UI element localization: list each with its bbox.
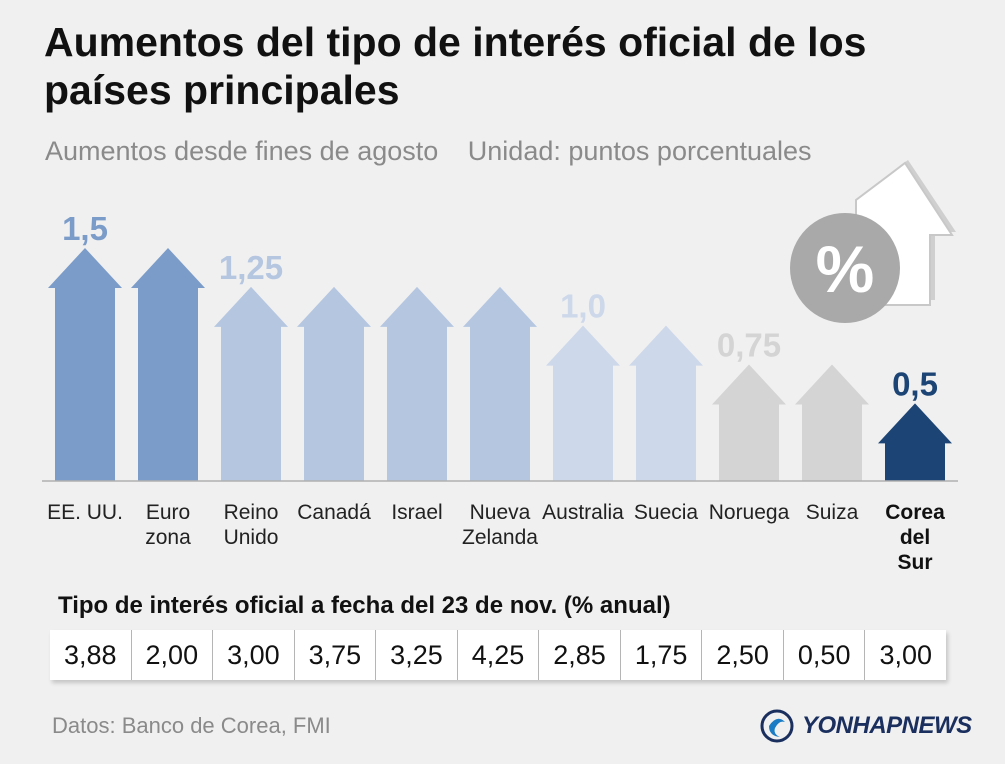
- rate-cell: 3,25: [376, 630, 458, 680]
- unit-text: Unidad: puntos porcentuales: [467, 136, 812, 166]
- category-label: Canadá: [297, 501, 371, 524]
- bar-arrow: [48, 248, 122, 481]
- bar-arrow: [131, 248, 205, 481]
- rate-cell: 2,85: [539, 630, 621, 680]
- rate-cell: 4,25: [458, 630, 540, 680]
- category-label: Euro zona: [145, 501, 191, 549]
- logo-text: YONHAPNEWS: [802, 712, 972, 739]
- category-label: Nueva Zelanda: [462, 501, 538, 549]
- table-title: Tipo de interés oficial a fecha del 23 d…: [58, 592, 671, 619]
- bar-chart: % 1,5 EE. UU. Euro zona 1,25 Reino Unido Canadá…: [42, 160, 958, 574]
- rate-table: 3,88 2,00 3,00 3,75 3,25 4,25 2,85 1,75 2,50 0,50…: [50, 630, 946, 680]
- category-label: Suecia: [634, 501, 699, 524]
- bar-arrow: [380, 286, 454, 481]
- chart-subtitle: Aumentos desde fines de agosto Unidad: p…: [45, 136, 812, 167]
- percent-symbol: %: [816, 232, 875, 306]
- bar-arrow: [629, 325, 703, 481]
- data-label: 1,25: [219, 249, 283, 286]
- yonhap-logo: YONHAPNEWS: [760, 706, 972, 746]
- rate-cell: 3,00: [879, 639, 933, 670]
- category-label: Israel: [391, 501, 442, 524]
- bar-arrow: [546, 325, 620, 481]
- category-label: Suiza: [806, 501, 859, 524]
- chart-title: Aumentos del tipo de interés oficial de …: [44, 19, 867, 113]
- source-note: Datos: Banco de Corea, FMI: [52, 713, 331, 738]
- rate-cell: 1,75: [621, 630, 703, 680]
- data-label: 0,5: [892, 365, 938, 402]
- bar-arrow: [463, 286, 537, 481]
- rate-cell: 3,75: [295, 630, 377, 680]
- category-label: Corea del Sur: [885, 501, 945, 574]
- category-label: Australia: [542, 501, 624, 524]
- bar-arrow: [297, 286, 371, 481]
- percent-arrow-up-icon: %: [790, 160, 956, 323]
- data-label: 1,5: [62, 210, 108, 247]
- rate-cell: 2,50: [702, 630, 784, 680]
- rate-cell: 3,00: [213, 630, 295, 680]
- yonhap-logo-icon: [760, 709, 794, 743]
- rate-cell: 3,88: [50, 630, 132, 680]
- subtitle-text: Aumentos desde fines de agosto: [45, 136, 439, 166]
- category-label: EE. UU.: [47, 501, 123, 524]
- bar-arrow: [712, 364, 786, 481]
- category-label: Noruega: [709, 501, 790, 524]
- rate-cell: 2,00: [132, 630, 214, 680]
- bar-arrow: [878, 403, 952, 481]
- data-label: 0,75: [717, 327, 781, 364]
- rate-cell: 0,50: [784, 630, 866, 680]
- bar-arrow: [214, 286, 288, 481]
- bar-arrow: [795, 364, 869, 481]
- data-label: 1,0: [560, 288, 606, 325]
- category-label: Reino Unido: [224, 501, 279, 549]
